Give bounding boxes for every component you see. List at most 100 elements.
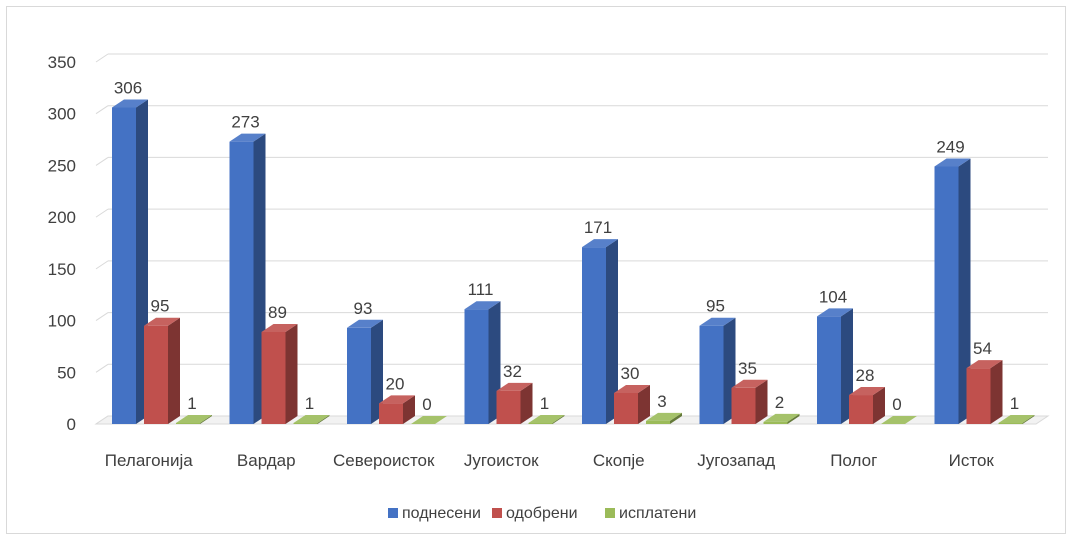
legend-label: исплатени bbox=[619, 505, 696, 522]
bar-top bbox=[229, 133, 266, 142]
bar-поднесени-3 bbox=[464, 309, 489, 424]
bar-одобрени-3 bbox=[496, 390, 521, 424]
x-tick-label: Југоисток bbox=[464, 451, 539, 470]
bar-side bbox=[371, 319, 383, 424]
bar-поднесени-5 bbox=[699, 325, 724, 424]
bar-side bbox=[958, 158, 971, 424]
data-label: 20 bbox=[386, 374, 405, 393]
y-tick-label: 100 bbox=[48, 312, 76, 331]
bar-top bbox=[699, 317, 736, 326]
data-label: 0 bbox=[892, 395, 901, 414]
gridline-depth bbox=[95, 260, 109, 270]
bar-исплатени-4 bbox=[646, 420, 670, 424]
gridline-depth bbox=[95, 312, 109, 321]
bar-одобрени-2 bbox=[379, 403, 403, 424]
bar-side bbox=[200, 414, 212, 424]
data-label: 104 bbox=[819, 287, 847, 306]
bar-top bbox=[881, 416, 917, 424]
y-tick-label: 200 bbox=[48, 208, 76, 227]
bar-top bbox=[849, 387, 885, 396]
x-tick-label: Вардар bbox=[237, 451, 296, 470]
bar-side bbox=[317, 414, 330, 424]
gridline-depth bbox=[95, 105, 109, 115]
bar-side bbox=[520, 382, 533, 424]
data-label: 1 bbox=[1010, 394, 1019, 413]
legend-swatch-исплатени bbox=[605, 508, 615, 518]
y-tick-label: 250 bbox=[48, 156, 76, 175]
bar-одобрени-7 bbox=[966, 368, 991, 424]
bar-top bbox=[379, 395, 415, 404]
legend-label: поднесени bbox=[402, 505, 481, 522]
bar-исплатени-5 bbox=[763, 421, 788, 424]
bar-top bbox=[731, 379, 768, 388]
data-label: 93 bbox=[354, 299, 373, 318]
data-label: 95 bbox=[706, 297, 725, 316]
bar-исплатени-3 bbox=[528, 422, 553, 424]
data-label: 30 bbox=[621, 364, 640, 383]
legend-swatch-одобрени bbox=[492, 508, 502, 518]
bar-исплатени-1 bbox=[293, 422, 318, 424]
bar-top bbox=[411, 416, 447, 424]
bar-top bbox=[763, 413, 800, 422]
bar-side bbox=[606, 239, 618, 424]
bar-одобрени-0 bbox=[144, 325, 168, 424]
data-label: 3 bbox=[657, 392, 666, 411]
bar-top bbox=[347, 319, 383, 328]
gridline-depth bbox=[95, 363, 109, 373]
data-labels: 306 95 1 273 89 1 93 20 0 111 32 1 171 30 3 95 35 2 104 28 0… bbox=[114, 79, 1019, 414]
bar-top bbox=[496, 382, 533, 391]
x-axis: Пелагонија Вардар Североисток Југоисток Скоп… bbox=[105, 451, 995, 470]
bar-top bbox=[582, 239, 618, 248]
x-tick-label: Југозапад bbox=[697, 451, 775, 470]
x-tick-label: Североисток bbox=[333, 451, 435, 470]
data-label: 171 bbox=[584, 218, 612, 237]
data-label: 95 bbox=[151, 297, 170, 316]
bar-side bbox=[755, 379, 768, 424]
bar-поднесени-1 bbox=[229, 141, 254, 424]
bar-поднесени-2 bbox=[347, 327, 371, 424]
bar-side bbox=[1022, 414, 1035, 424]
data-label: 1 bbox=[540, 394, 549, 413]
data-label: 54 bbox=[973, 339, 992, 358]
chart-frame bbox=[6, 6, 1066, 534]
y-tick-label: 50 bbox=[57, 363, 76, 382]
bar-top bbox=[112, 99, 148, 108]
bar-side bbox=[787, 413, 800, 424]
data-label: 111 bbox=[468, 280, 494, 299]
bar-top bbox=[464, 301, 501, 310]
bar-поднесени-7 bbox=[934, 166, 959, 424]
bar-top bbox=[998, 414, 1035, 423]
bar-исплатени-7 bbox=[998, 422, 1023, 424]
data-label: 32 bbox=[503, 362, 522, 381]
bar-top bbox=[261, 323, 298, 332]
legend-swatch-поднесени bbox=[388, 508, 398, 518]
x-tick-label: Скопје bbox=[593, 451, 645, 470]
y-tick-label: 150 bbox=[48, 260, 76, 279]
legend: поднесени одобрени исплатени bbox=[388, 505, 696, 522]
bar-top bbox=[144, 317, 180, 326]
gridline-depth bbox=[95, 208, 109, 218]
data-label: 273 bbox=[231, 113, 259, 132]
data-label: 89 bbox=[268, 303, 287, 322]
data-label: 35 bbox=[738, 359, 757, 378]
data-label: 249 bbox=[936, 137, 964, 156]
bars bbox=[112, 99, 1035, 425]
bar-top bbox=[934, 158, 971, 167]
bar-top bbox=[293, 414, 330, 423]
bar-side bbox=[638, 384, 650, 424]
bar-top bbox=[614, 384, 650, 393]
data-label: 28 bbox=[856, 366, 875, 385]
bar-side bbox=[552, 414, 565, 424]
data-label: 2 bbox=[775, 393, 784, 412]
data-label: 1 bbox=[187, 394, 196, 413]
gridline-depth bbox=[95, 157, 109, 166]
y-tick-label: 0 bbox=[67, 415, 76, 434]
bar-поднесени-0 bbox=[112, 107, 136, 424]
bar-поднесени-4 bbox=[582, 247, 606, 424]
x-tick-label: Полог bbox=[830, 451, 877, 470]
y-tick-label: 350 bbox=[48, 53, 76, 72]
bar-side bbox=[285, 323, 298, 424]
bar-side bbox=[168, 317, 180, 424]
bar-side bbox=[670, 412, 682, 424]
